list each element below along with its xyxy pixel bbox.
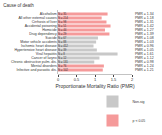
svg-text:PMR = 1.08: PMR = 1.08: [135, 36, 154, 40]
svg-text:PMR = 1.21: PMR = 1.21: [135, 68, 154, 72]
svg-text:N = 39: N = 39: [58, 48, 67, 52]
svg-text:2: 2: [131, 77, 134, 82]
svg-text:Hypertensive heart disease: Hypertensive heart disease: [14, 48, 56, 52]
svg-text:Mental disorders: Mental disorders: [31, 64, 57, 68]
svg-text:N = 214: N = 214: [58, 16, 68, 20]
svg-text:PMR = 1.12: PMR = 1.12: [135, 56, 154, 60]
svg-text:PMR = 1.39: PMR = 1.39: [135, 32, 154, 36]
svg-text:Viral hepatitis: Viral hepatitis: [36, 52, 57, 56]
svg-text:PMR = 1.31: PMR = 1.31: [135, 20, 154, 24]
svg-text:1.5: 1.5: [111, 77, 117, 82]
svg-text:All other external causes: All other external causes: [18, 16, 57, 20]
svg-text:N = 76: N = 76: [58, 64, 67, 68]
svg-text:N = 44: N = 44: [58, 28, 67, 32]
svg-text:PMR = 1.05: PMR = 1.05: [135, 48, 154, 52]
svg-text:PMR = 0.98: PMR = 0.98: [135, 60, 154, 64]
svg-text:Cancer of larynx: Cancer of larynx: [31, 56, 57, 60]
svg-text:Homicide: Homicide: [42, 28, 57, 32]
svg-text:PMR = 1.18: PMR = 1.18: [135, 16, 154, 20]
svg-text:N = 98: N = 98: [58, 20, 67, 24]
svg-text:p < 0.05: p < 0.05: [133, 119, 146, 123]
svg-text:PMR = 1.42: PMR = 1.42: [135, 24, 154, 28]
svg-text:N = 51: N = 51: [58, 24, 67, 28]
svg-text:PMR = 0.96: PMR = 0.96: [135, 44, 154, 48]
svg-text:0: 0: [57, 77, 60, 82]
svg-text:PMR = 1.27: PMR = 1.27: [135, 28, 154, 32]
svg-text:Alcoholism: Alcoholism: [40, 12, 57, 16]
svg-text:Cause of death: Cause of death: [3, 3, 34, 8]
svg-text:Suicide: Suicide: [45, 36, 57, 40]
svg-text:PMR = 1.61: PMR = 1.61: [135, 52, 154, 56]
svg-text:N = 412: N = 412: [58, 44, 68, 48]
svg-text:Infective and parasitic dis.: Infective and parasitic dis.: [17, 68, 57, 72]
svg-text:Drug dependency: Drug dependency: [29, 32, 57, 36]
svg-text:Proportionate Mortality Ratio: Proportionate Mortality Ratio (PMR): [55, 83, 135, 89]
svg-text:N = 29: N = 29: [58, 32, 67, 36]
svg-text:PMR = 1.34: PMR = 1.34: [135, 12, 154, 16]
svg-text:Non-sig: Non-sig: [133, 100, 145, 104]
svg-text:N = 35: N = 35: [58, 12, 67, 16]
svg-text:N = 131: N = 131: [58, 60, 68, 64]
svg-text:N = 8: N = 8: [58, 52, 65, 56]
svg-text:0.5: 0.5: [74, 77, 80, 82]
svg-text:PMR = 1.03: PMR = 1.03: [135, 40, 154, 44]
svg-text:1: 1: [94, 77, 97, 82]
svg-text:Cirrhosis of liver: Cirrhosis of liver: [32, 20, 58, 24]
svg-text:Chronic obstructive pulm. dis.: Chronic obstructive pulm. dis.: [11, 60, 57, 64]
svg-text:Motor vehicle accidents: Motor vehicle accidents: [20, 40, 57, 44]
svg-text:N = 12: N = 12: [58, 56, 67, 60]
svg-text:Accidental poisoning: Accidental poisoning: [25, 24, 57, 28]
svg-text:PMR = 1.24: PMR = 1.24: [135, 64, 154, 68]
svg-text:N = 88: N = 88: [58, 40, 67, 44]
svg-text:N = 102: N = 102: [58, 68, 68, 72]
svg-text:Ischemic heart disease: Ischemic heart disease: [21, 44, 57, 48]
svg-text:N = 67: N = 67: [58, 36, 67, 40]
